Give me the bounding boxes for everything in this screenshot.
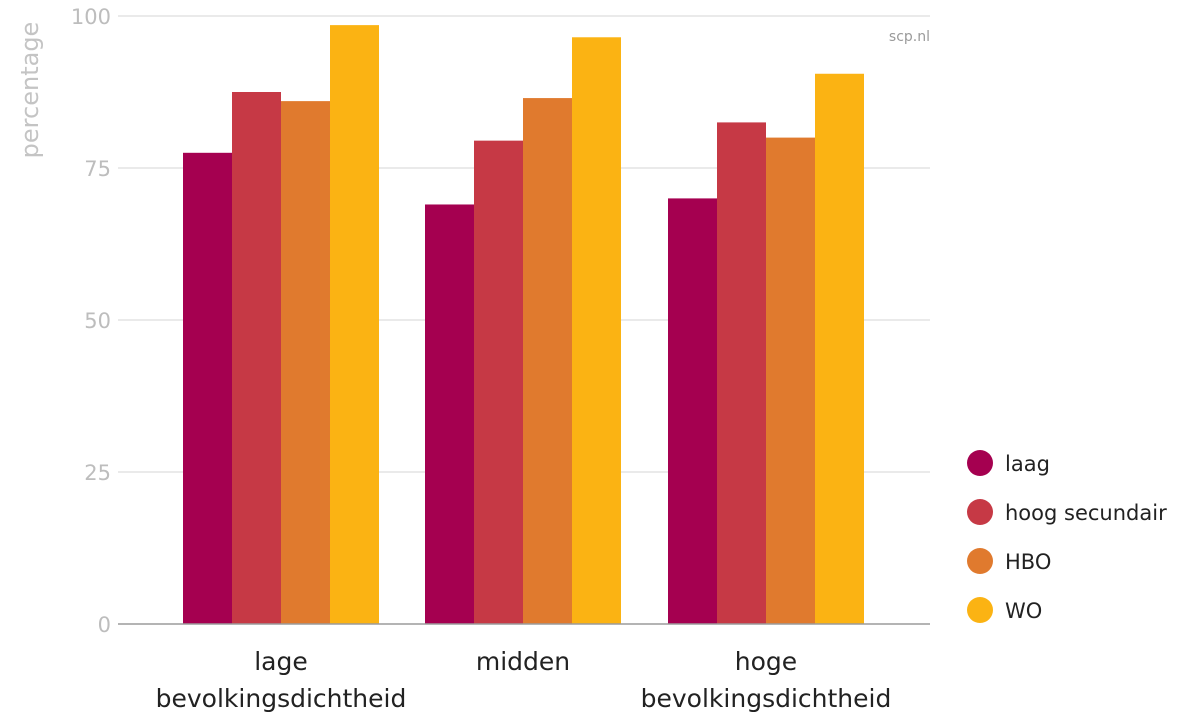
legend-swatch [967,450,993,476]
x-category-label: hoge [735,647,797,676]
bar-laag [425,204,474,625]
x-category-label: lage [254,647,308,676]
legend-swatch [967,499,993,525]
legend: laag hoog secundair HBO WO [967,450,1167,623]
y-tick-label: 25 [84,461,111,485]
y-tick-label: 75 [84,157,111,181]
legend-swatch [967,597,993,623]
bar-laag [668,198,717,624]
x-axis-category-labels: lage bevolkingsdichtheid midden hoge bevolki… [156,647,892,713]
y-tick-label: 0 [98,613,111,637]
x-category-label: bevolkingsdichtheid [641,684,892,713]
bar-wo [572,37,621,624]
legend-label: HBO [1005,550,1051,574]
x-category-label: midden [476,647,570,676]
bar-hoog-secundair [474,140,523,624]
legend-label: hoog secundair [1005,501,1167,525]
y-axis-ticks: 0 25 50 75 100 [71,5,111,637]
bar-wo [815,73,864,624]
bar-hbo [523,98,572,624]
bar-hoog-secundair [232,92,281,624]
y-tick-label: 100 [71,5,111,29]
bars [183,25,864,625]
bar-wo [330,25,379,625]
legend-label: WO [1005,599,1042,623]
y-axis-label: percentage [16,22,44,159]
bar-hoog-secundair [717,122,766,625]
y-tick-label: 50 [84,309,111,333]
source-label: scp.nl [889,29,930,45]
legend-swatch [967,548,993,574]
bar-hbo [281,101,330,625]
legend-label: laag [1005,452,1050,476]
bar-hbo [766,137,815,624]
bar-laag [183,152,232,625]
x-category-label: bevolkingsdichtheid [156,684,407,713]
